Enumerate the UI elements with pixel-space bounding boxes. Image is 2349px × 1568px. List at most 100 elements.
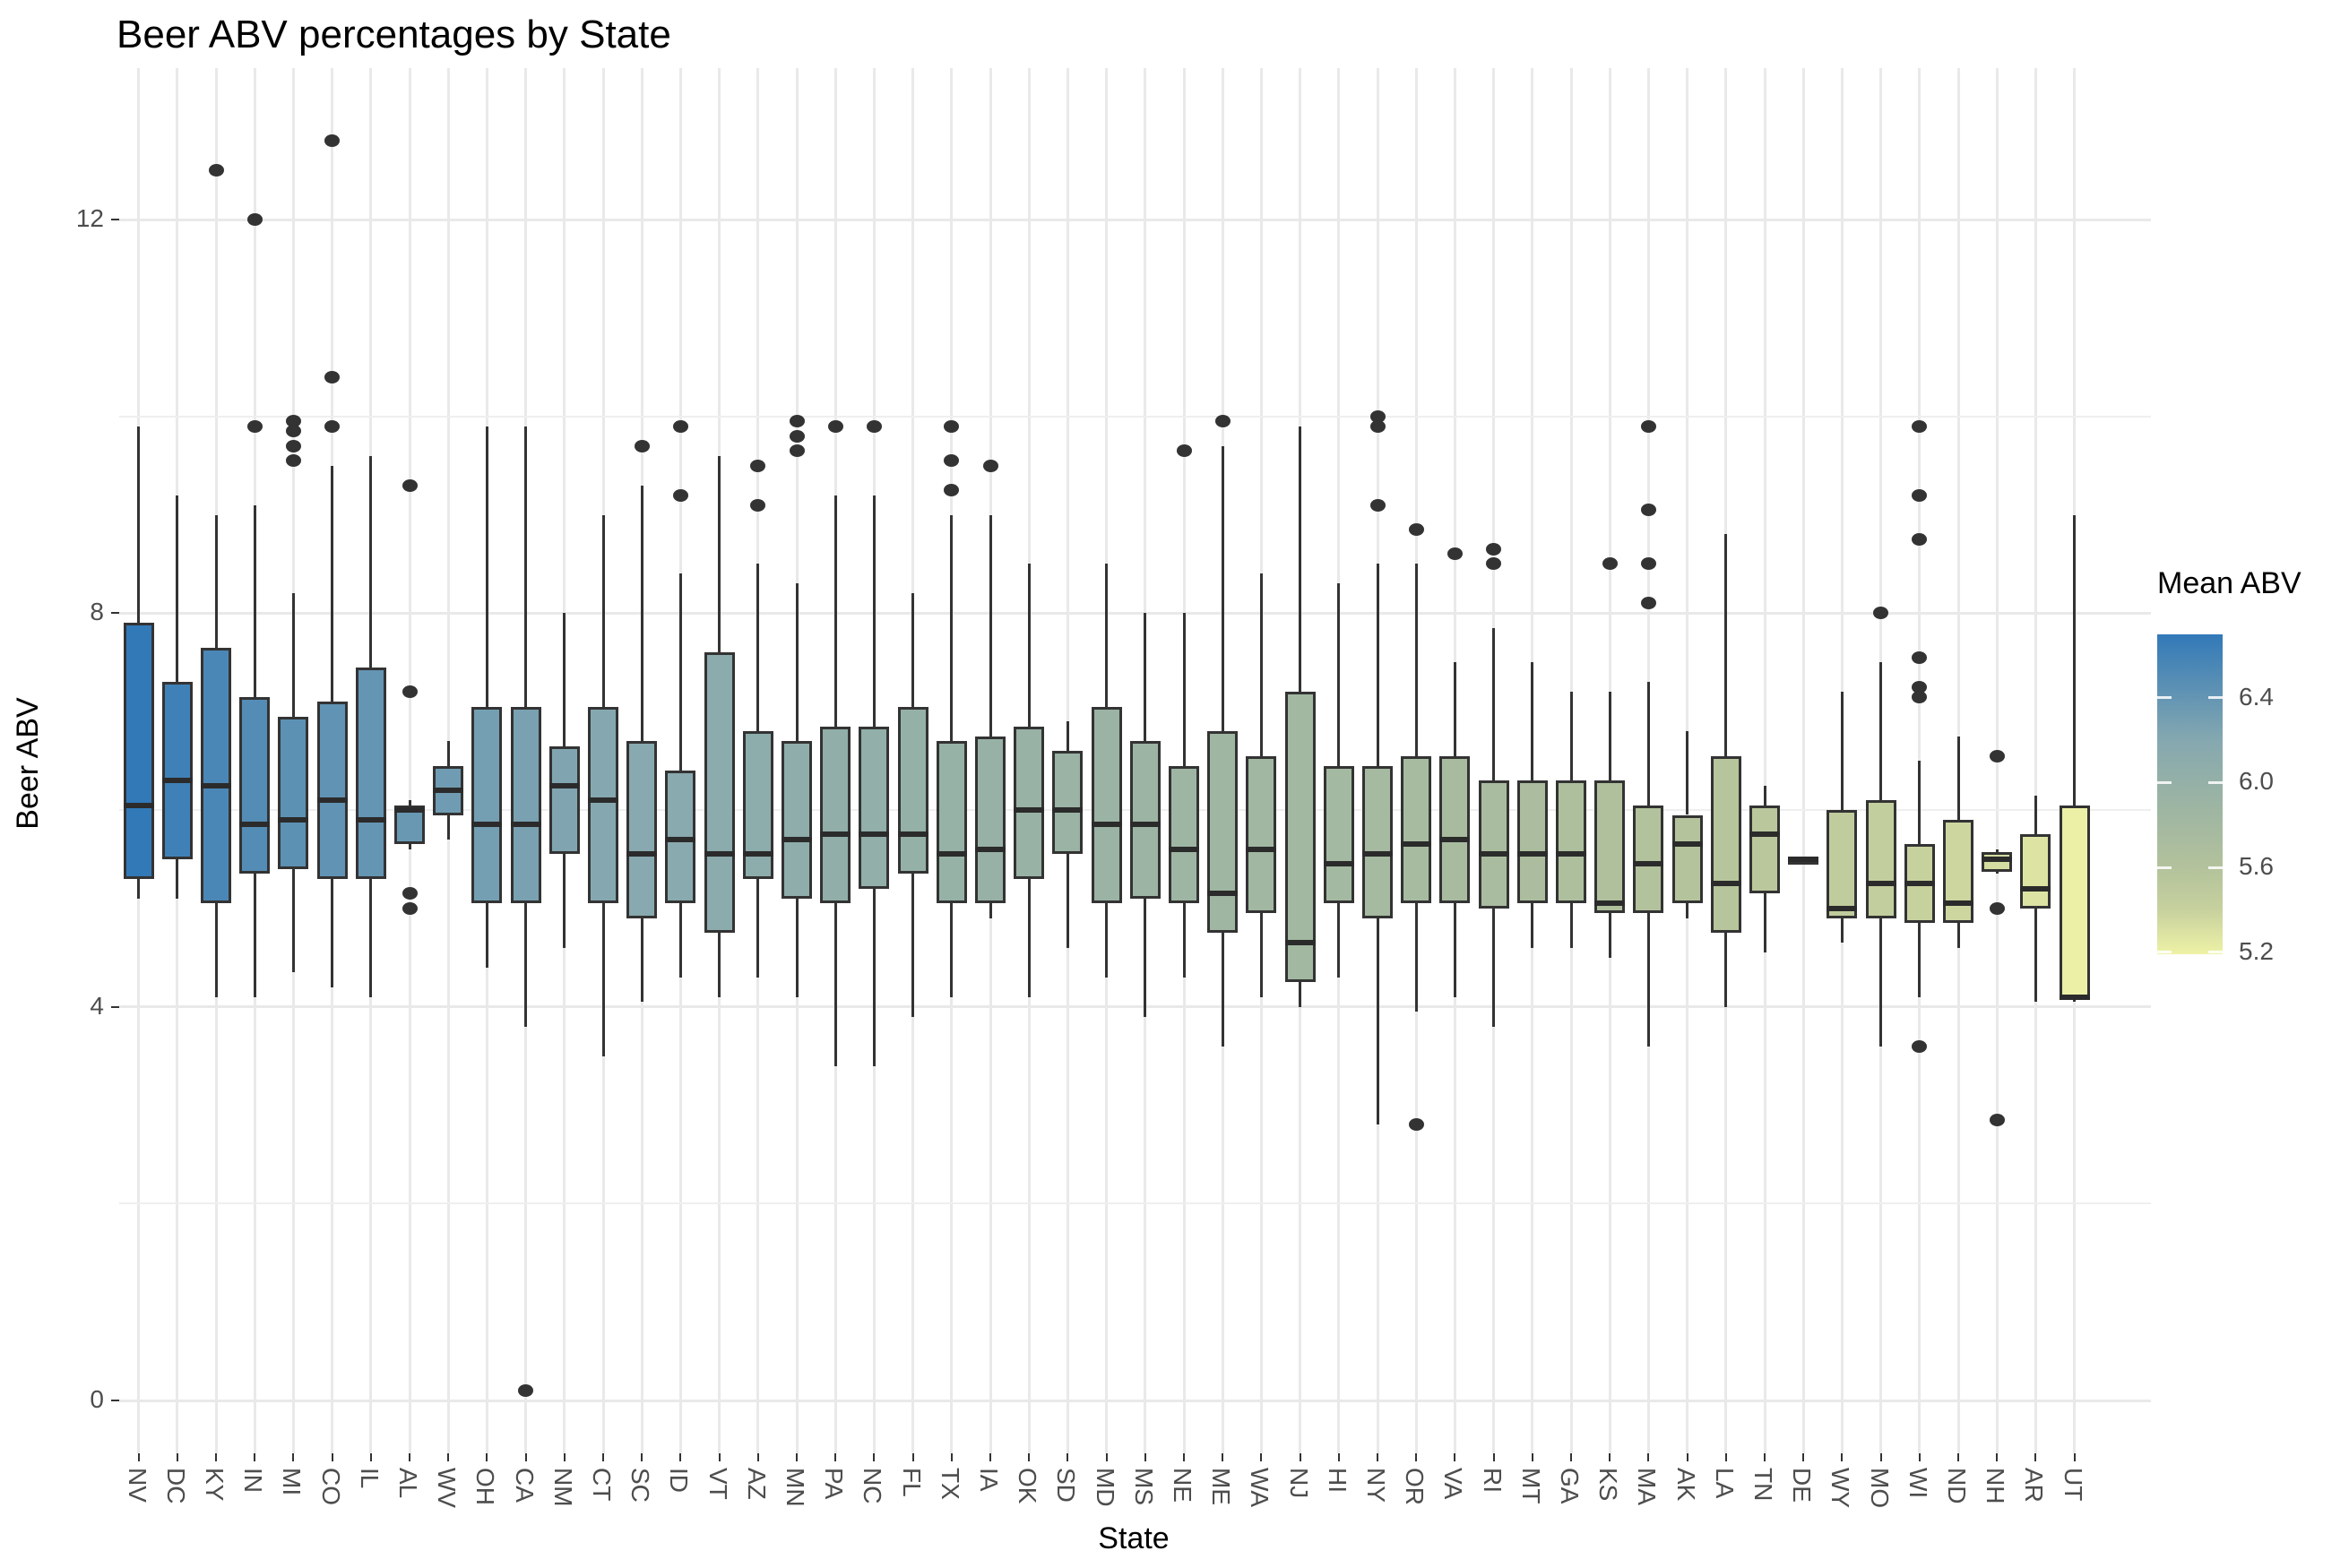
whisker-lower: [1066, 854, 1069, 948]
x-axis-tick: [834, 1453, 837, 1461]
outlier-point: [1912, 680, 1928, 694]
outlier-point: [285, 454, 301, 468]
x-tick-label-NE: NE: [1169, 1468, 1196, 1503]
plot-panel: [119, 68, 2151, 1453]
x-tick-label-MI: MI: [278, 1468, 307, 1496]
whisker-upper: [1299, 426, 1302, 693]
whisker-lower: [524, 903, 528, 1027]
outlier-point: [827, 419, 843, 433]
boxplot-box-NV: [123, 623, 154, 879]
median-line: [1246, 846, 1277, 852]
outlier-point: [1989, 1113, 2005, 1126]
whisker-lower: [446, 814, 450, 840]
whisker-upper: [1879, 662, 1883, 801]
x-axis-tick: [1918, 1453, 1921, 1461]
gridline-major: [119, 611, 2151, 615]
x-tick-label-NY: NY: [1362, 1468, 1390, 1503]
median-line: [1943, 900, 1973, 907]
median-line: [1904, 881, 1935, 887]
whisker-lower: [795, 898, 799, 997]
y-tick-label-4: 4: [90, 991, 104, 1020]
x-axis-tick: [1454, 1453, 1456, 1461]
x-tick-label-WA: WA: [1246, 1468, 1274, 1508]
whisker-lower: [678, 903, 682, 978]
x-axis-tick: [1841, 1453, 1844, 1461]
legend-tick-label-6.0: 6.0: [2239, 767, 2274, 796]
whisker-upper: [1105, 564, 1109, 707]
median-line: [1827, 905, 1858, 911]
legend-tick-dash: [2157, 866, 2172, 869]
outlier-point: [1873, 607, 1889, 620]
whisker-upper: [950, 514, 954, 742]
gridline-vertical: [1801, 68, 1805, 1453]
outlier-point: [1176, 444, 1192, 458]
whisker-upper: [601, 514, 605, 707]
whisker-lower: [1646, 913, 1650, 1047]
legend-tick-dash: [2208, 696, 2223, 700]
whisker-upper: [1646, 682, 1650, 806]
whisker-upper: [1724, 534, 1728, 756]
whisker-upper: [640, 485, 643, 742]
whisker-lower: [1453, 903, 1456, 997]
outlier-point: [1369, 409, 1386, 423]
gridline-minor: [119, 1202, 2151, 1205]
x-axis-tick: [911, 1453, 914, 1461]
whisker-upper: [1531, 662, 1534, 781]
legend-tick-dash: [2208, 780, 2223, 784]
outlier-point: [1912, 1039, 1928, 1053]
outlier-point: [672, 488, 688, 502]
boxplot-box-ND: [1943, 820, 1973, 924]
median-line: [1362, 851, 1393, 857]
x-axis-tick: [1028, 1453, 1031, 1461]
legend-tick-dash: [2157, 696, 2172, 700]
whisker-lower: [1144, 898, 1147, 1017]
whisker-upper: [1066, 721, 1069, 752]
gridline-major: [119, 1399, 2151, 1402]
x-axis-tick: [602, 1453, 604, 1461]
whisker-upper: [1144, 613, 1147, 742]
whisker-lower: [1492, 908, 1496, 1027]
x-axis-tick: [1996, 1453, 1999, 1461]
gridline-major: [119, 218, 2151, 221]
boxplot-box-NY: [1362, 765, 1393, 918]
outlier-point: [402, 887, 418, 900]
gridline-vertical: [408, 68, 411, 1453]
outlier-point: [1912, 650, 1928, 664]
x-tick-label-NM: NM: [548, 1468, 577, 1507]
median-line: [316, 797, 348, 804]
x-tick-label-SD: SD: [1052, 1468, 1081, 1503]
whisker-lower: [291, 868, 295, 973]
x-tick-label-ME: ME: [1207, 1468, 1236, 1505]
x-tick-label-MS: MS: [1129, 1468, 1158, 1505]
whisker-upper: [291, 593, 295, 717]
x-tick-label-IN: IN: [239, 1468, 268, 1493]
x-tick-label-GA: GA: [1556, 1468, 1584, 1504]
x-tick-label-NH: NH: [1982, 1468, 2010, 1504]
whisker-upper: [872, 495, 876, 727]
x-tick-label-NV: NV: [123, 1468, 151, 1503]
outlier-point: [1640, 557, 1656, 571]
x-axis-tick: [1764, 1453, 1766, 1461]
median-line: [782, 836, 812, 842]
boxplot-box-MN: [782, 741, 812, 899]
boxplot-box-ME: [1207, 731, 1239, 934]
x-axis-tick: [137, 1453, 140, 1461]
outlier-point: [208, 164, 224, 177]
x-axis-tick: [679, 1453, 682, 1461]
x-axis-tick: [1879, 1453, 1882, 1461]
median-line: [1284, 940, 1316, 946]
outlier-point: [1912, 419, 1928, 433]
whisker-upper: [756, 564, 760, 732]
x-axis-tick: [1105, 1453, 1108, 1461]
x-axis-tick: [989, 1453, 991, 1461]
legend-tick-label-5.2: 5.2: [2239, 936, 2274, 965]
outlier-point: [750, 498, 766, 512]
whisker-upper: [408, 800, 411, 806]
median-line: [742, 851, 773, 857]
gridline-vertical: [1763, 68, 1766, 1453]
x-tick-label-ND: ND: [1943, 1468, 1971, 1504]
x-tick-label-OK: OK: [1014, 1468, 1042, 1504]
outlier-point: [324, 134, 341, 148]
outlier-point: [402, 901, 418, 915]
median-line: [1671, 841, 1703, 848]
